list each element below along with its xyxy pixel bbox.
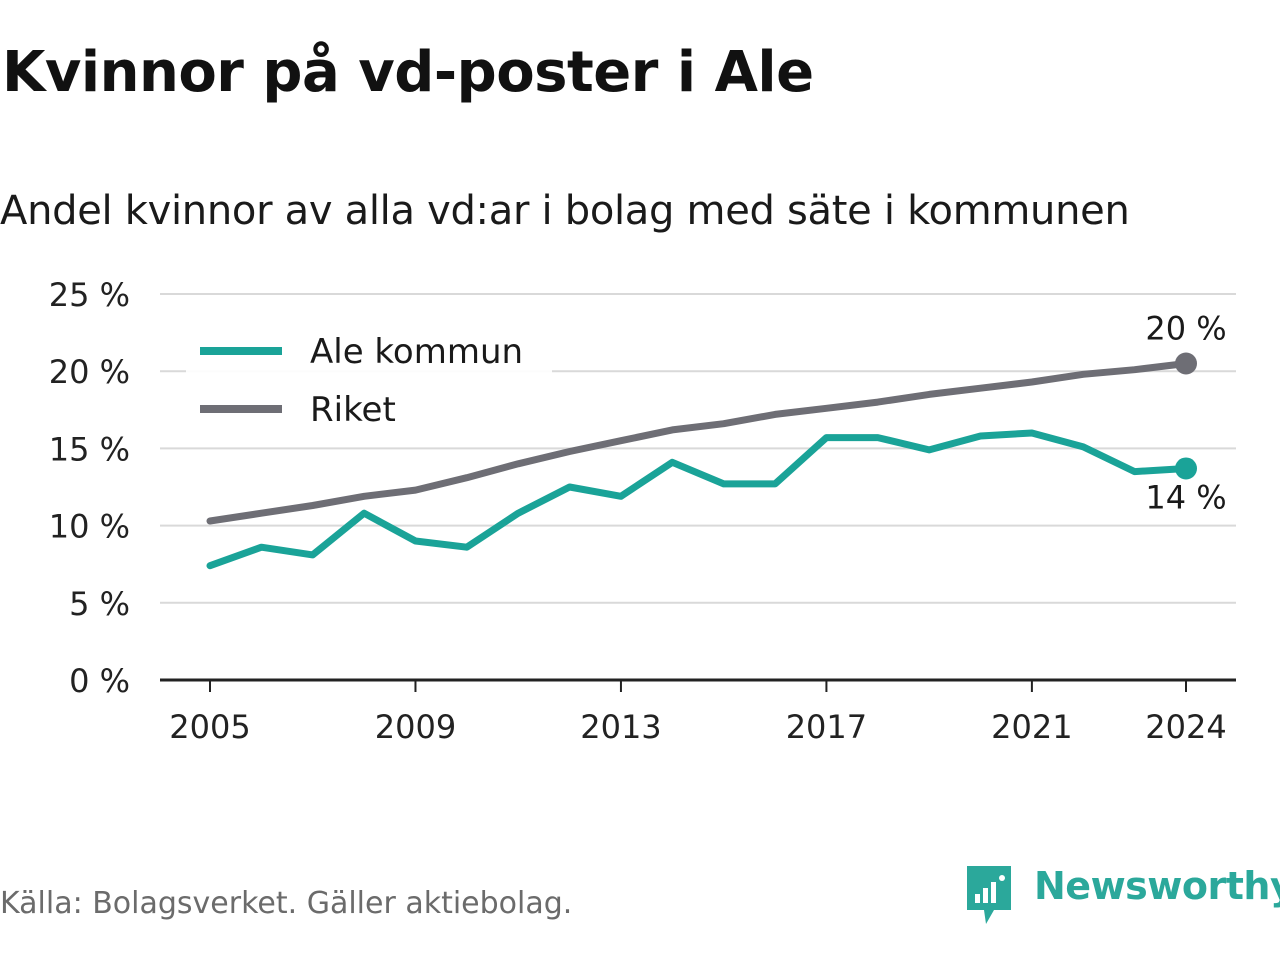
data-label-ale-kommun: 14 % xyxy=(1145,478,1226,516)
y-tick-label: 10 % xyxy=(49,508,130,546)
legend-background xyxy=(186,326,552,444)
legend: Ale kommun Riket xyxy=(186,326,552,444)
y-tick-label: 5 % xyxy=(69,585,130,623)
y-tick-label: 20 % xyxy=(49,353,130,391)
newsworthy-logo-icon xyxy=(967,866,1011,924)
x-tick-label: 2013 xyxy=(580,708,661,746)
end-labels: 14 % 20 % xyxy=(1145,309,1226,516)
brand-name: Newsworthy xyxy=(1034,864,1280,908)
legend-label: Ale kommun xyxy=(310,332,523,372)
y-tick-label: 0 % xyxy=(69,662,130,700)
gridlines xyxy=(160,293,1236,682)
chart-title: Kvinnor på vd-poster i Ale xyxy=(2,40,814,105)
x-tick-label: 2009 xyxy=(375,708,456,746)
y-tick-label: 15 % xyxy=(49,430,130,468)
y-tick-label: 25 % xyxy=(49,276,130,314)
x-tick-label: 2017 xyxy=(786,708,867,746)
x-tick-label: 2024 xyxy=(1145,708,1226,746)
end-point-riket xyxy=(1175,352,1197,375)
series-lines xyxy=(206,352,1197,570)
chart-subtitle: Andel kvinnor av alla vd:ar i bolag med … xyxy=(0,188,1130,234)
x-tick-label: 2005 xyxy=(169,708,250,746)
legend-label: Riket xyxy=(310,390,396,430)
data-label-riket: 20 % xyxy=(1145,309,1226,347)
x-axis-ticks: 2005 2009 2013 2017 2021 2024 xyxy=(169,680,1227,746)
end-point-ale-kommun xyxy=(1175,457,1197,480)
series-line-ale-kommun xyxy=(206,429,1190,570)
series-line-riket xyxy=(206,360,1190,525)
x-tick-label: 2021 xyxy=(991,708,1072,746)
source-note: Källa: Bolagsverket. Gäller aktiebolag. xyxy=(0,886,573,921)
y-axis-ticks: 0 % 5 % 10 % 15 % 20 % 25 % xyxy=(49,276,130,700)
